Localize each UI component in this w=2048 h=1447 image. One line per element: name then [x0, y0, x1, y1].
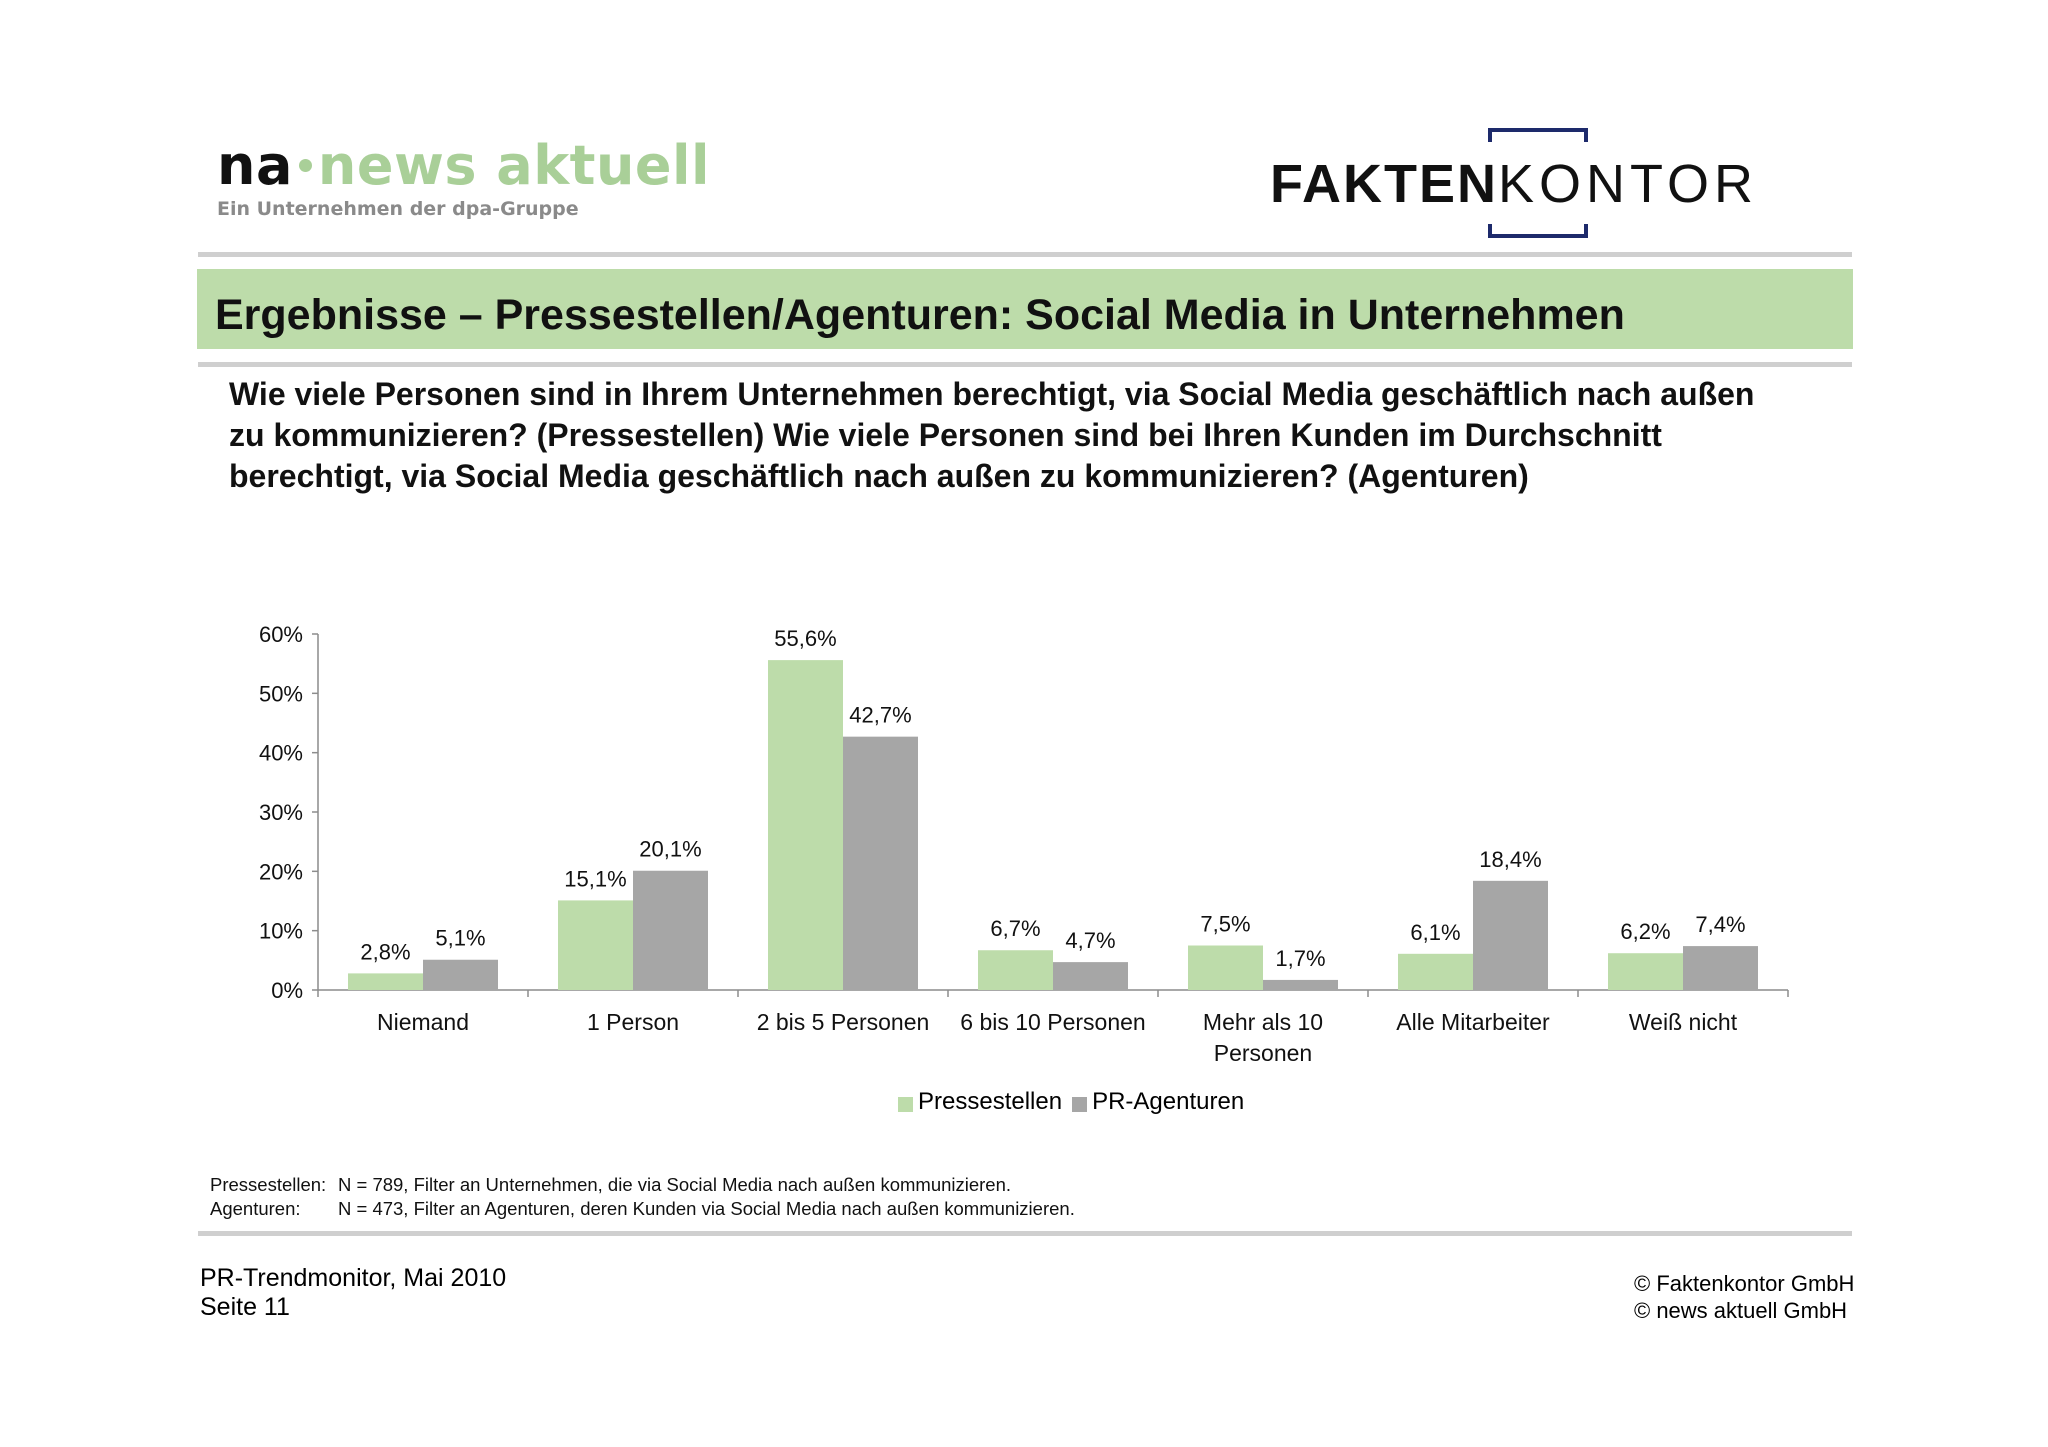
legend-label-pr-agenturen: PR-Agenturen: [1092, 1088, 1245, 1115]
bar-pr-agenturen: [1473, 880, 1548, 990]
bar-pr-agenturen: [1683, 946, 1758, 990]
note-row: Agenturen: N = 473, Filter an Agenturen, …: [210, 1197, 1075, 1221]
legend-item-pr-agenturen: PR-Agenturen: [1072, 1088, 1244, 1116]
data-label: 42,7%: [849, 703, 911, 728]
data-label: 7,4%: [1695, 912, 1745, 937]
na-logo-dot: [298, 158, 312, 172]
bar-pressestellen: [558, 900, 633, 990]
x-category-label: Weiß nicht: [1629, 1009, 1738, 1035]
news-aktuell-logo: na news aktuell Ein Unternehmen der dpa-G…: [217, 138, 710, 221]
fk-bracket-top: [1488, 128, 1588, 142]
footer-right: © Faktenkontor GmbH © news aktuell GmbH: [1634, 1270, 1854, 1324]
chart-legend: Pressestellen PR-Agenturen: [898, 1088, 1254, 1116]
footer-copyright-news-aktuell: © news aktuell GmbH: [1634, 1298, 1848, 1323]
y-tick-label: 60%: [259, 622, 303, 647]
note-row: Pressestellen: N = 789, Filter an Unterne…: [210, 1173, 1075, 1197]
y-tick-label: 10%: [259, 919, 303, 944]
na-logo-word: news aktuell: [317, 134, 711, 197]
data-label: 1,7%: [1275, 946, 1325, 971]
sample-notes: Pressestellen: N = 789, Filter an Unterne…: [210, 1173, 1075, 1221]
bar-pressestellen: [768, 660, 843, 990]
bar-pressestellen: [1188, 945, 1263, 990]
fk-bracket-bottom: [1488, 224, 1588, 238]
data-label: 15,1%: [564, 866, 626, 891]
data-label: 7,5%: [1200, 912, 1250, 937]
x-category-label: 2 bis 5 Personen: [757, 1009, 930, 1035]
data-label: 6,1%: [1410, 920, 1460, 945]
bar-pr-agenturen: [1263, 979, 1338, 990]
legend-item-pressestellen: Pressestellen: [898, 1088, 1062, 1116]
title-band: Ergebnisse – Pressestellen/Agenturen: So…: [197, 269, 1853, 349]
y-tick-label: 20%: [259, 859, 303, 884]
note-text: N = 789, Filter an Unternehmen, die via …: [338, 1174, 1012, 1195]
note-text: N = 473, Filter an Agenturen, deren Kund…: [338, 1198, 1075, 1219]
x-category-label: 1 Person: [587, 1009, 679, 1035]
footer-report-name: PR-Trendmonitor, Mai 2010: [200, 1264, 507, 1292]
legend-label-pressestellen: Pressestellen: [918, 1088, 1063, 1115]
na-logo-subtitle: Ein Unternehmen der dpa-Gruppe: [217, 198, 579, 220]
footer-divider: [198, 1231, 1852, 1236]
footer-left: PR-Trendmonitor, Mai 2010 Seite 11: [200, 1264, 506, 1322]
note-label: Agenturen:: [210, 1198, 301, 1219]
bar-pressestellen: [1398, 953, 1473, 990]
faktenkontor-logo: FAKTENKONTOR: [1270, 128, 1810, 238]
x-category-label: Personen: [1214, 1040, 1312, 1066]
y-tick-label: 30%: [259, 800, 303, 825]
footer-page-number: Seite 11: [200, 1293, 290, 1321]
title-divider: [198, 362, 1852, 367]
bar-pr-agenturen: [423, 959, 498, 990]
fk-wordmark-light: KONTOR: [1498, 154, 1759, 214]
bar-pressestellen: [348, 973, 423, 990]
x-category-label: Niemand: [377, 1009, 469, 1035]
na-logo-prefix: na: [217, 134, 293, 197]
footer-copyright-faktenkontor: © Faktenkontor GmbH: [1634, 1271, 1855, 1296]
legend-swatch-pr-agenturen: [1072, 1096, 1088, 1112]
slide-title: Ergebnisse – Pressestellen/Agenturen: So…: [215, 291, 1625, 339]
y-tick-label: 0%: [271, 978, 303, 1003]
bar-pressestellen: [978, 950, 1053, 990]
data-label: 4,7%: [1065, 928, 1115, 953]
data-label: 55,6%: [774, 626, 836, 651]
fk-wordmark: FAKTENKONTOR: [1270, 156, 1758, 212]
data-label: 20,1%: [639, 837, 701, 862]
bar-pr-agenturen: [633, 870, 708, 990]
data-label: 6,7%: [990, 916, 1040, 941]
x-category-label: Alle Mitarbeiter: [1396, 1009, 1550, 1035]
bar-pr-agenturen: [843, 736, 918, 990]
y-tick-label: 40%: [259, 741, 303, 766]
survey-question: Wie viele Personen sind in Ihrem Unterne…: [229, 376, 1755, 494]
x-category-label: 6 bis 10 Personen: [960, 1009, 1145, 1035]
data-label: 2,8%: [360, 939, 410, 964]
bar-pressestellen: [1608, 953, 1683, 990]
data-label: 5,1%: [435, 926, 485, 951]
bar-pr-agenturen: [1053, 962, 1128, 990]
y-tick-label: 50%: [259, 681, 303, 706]
legend-swatch-pressestellen: [898, 1096, 913, 1112]
data-label: 6,2%: [1620, 919, 1670, 944]
header-divider: [198, 252, 1852, 257]
note-label: Pressestellen:: [210, 1174, 327, 1195]
x-category-label: Mehr als 10: [1203, 1009, 1323, 1035]
fk-wordmark-bold: FAKTEN: [1270, 154, 1498, 214]
data-label: 18,4%: [1479, 847, 1541, 872]
